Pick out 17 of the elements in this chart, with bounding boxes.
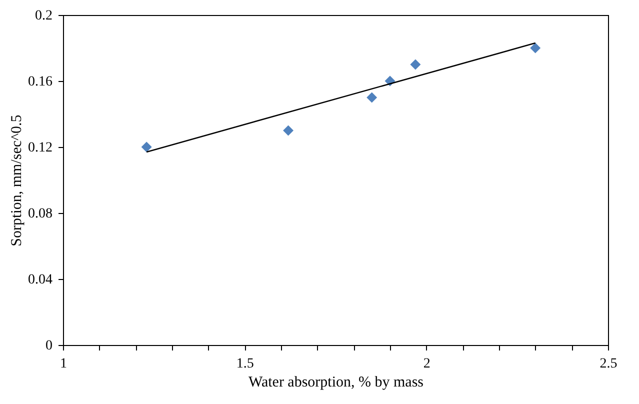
x-tick-label: 2.5 [600,356,618,372]
point [410,59,421,70]
x-axis-title: Water absorption, % by mass [248,374,424,390]
x-tick-label: 1.5 [236,356,254,372]
point [530,42,541,54]
x-tick-label: 2 [423,356,430,372]
x-tick-label: 1 [60,356,67,372]
y-axis-title: Sorption, mm/sec^0.5 [9,114,25,246]
y-tick-label: 0.2 [35,8,52,24]
point [283,125,294,136]
point [366,92,378,103]
y-tick-label: 0.08 [28,206,52,222]
point [141,142,152,152]
y-tick-label: 0 [46,338,52,354]
y-tick-label: 0.12 [28,140,52,156]
y-tick-label: 0.04 [28,272,52,288]
y-tick-label: 0.16 [28,74,52,90]
